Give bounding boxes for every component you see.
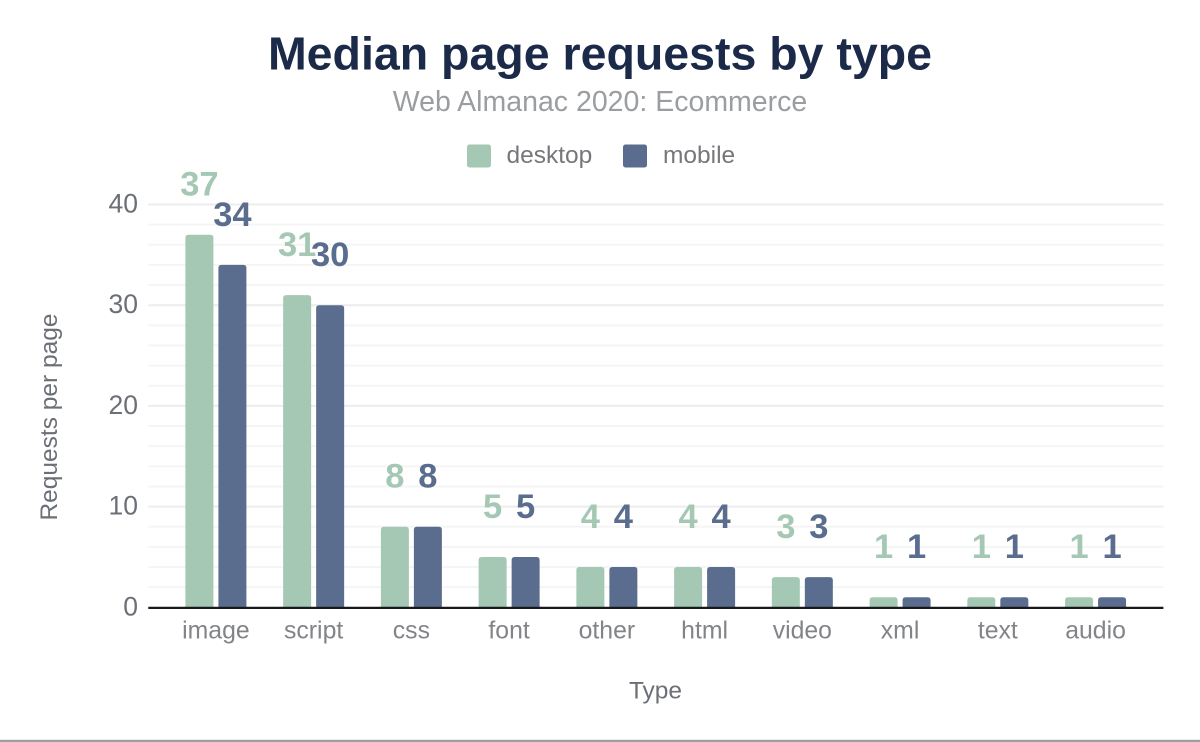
svg-text:other: other [579,618,636,645]
svg-text:html: html [681,618,728,645]
svg-text:10: 10 [109,491,138,521]
svg-text:4: 4 [581,498,600,536]
svg-text:8: 8 [418,458,437,496]
svg-text:script: script [284,618,343,645]
svg-text:1: 1 [972,528,991,566]
svg-text:image: image [182,618,250,645]
svg-text:20: 20 [109,390,138,420]
svg-text:1: 1 [907,528,926,566]
svg-text:40: 40 [109,189,138,219]
svg-text:Web Almanac 2020: Ecommerce: Web Almanac 2020: Ecommerce [393,86,808,118]
svg-text:font: font [488,618,529,645]
svg-text:1: 1 [1102,528,1121,566]
svg-text:desktop: desktop [507,142,593,169]
svg-text:4: 4 [614,498,633,536]
svg-text:34: 34 [213,196,251,234]
svg-text:1: 1 [874,528,893,566]
svg-text:1: 1 [1069,528,1088,566]
svg-text:4: 4 [679,498,698,536]
svg-text:mobile: mobile [663,142,735,169]
svg-text:1: 1 [1005,528,1024,566]
svg-text:31: 31 [278,226,316,264]
svg-text:video: video [773,618,832,645]
svg-text:Requests per page: Requests per page [36,313,63,520]
svg-text:3: 3 [809,508,828,546]
svg-text:0: 0 [123,591,138,621]
svg-text:xml: xml [881,618,920,645]
svg-text:8: 8 [385,458,404,496]
svg-text:5: 5 [516,488,535,526]
svg-text:30: 30 [109,289,138,319]
svg-text:css: css [393,618,430,645]
svg-text:30: 30 [311,236,349,274]
svg-text:Type: Type [629,678,682,705]
svg-text:5: 5 [483,488,502,526]
svg-text:3: 3 [776,508,795,546]
svg-text:Median page requests by type: Median page requests by type [268,27,932,79]
svg-text:text: text [978,618,1018,645]
svg-text:37: 37 [180,166,218,204]
svg-text:audio: audio [1065,618,1126,645]
svg-text:4: 4 [712,498,731,536]
